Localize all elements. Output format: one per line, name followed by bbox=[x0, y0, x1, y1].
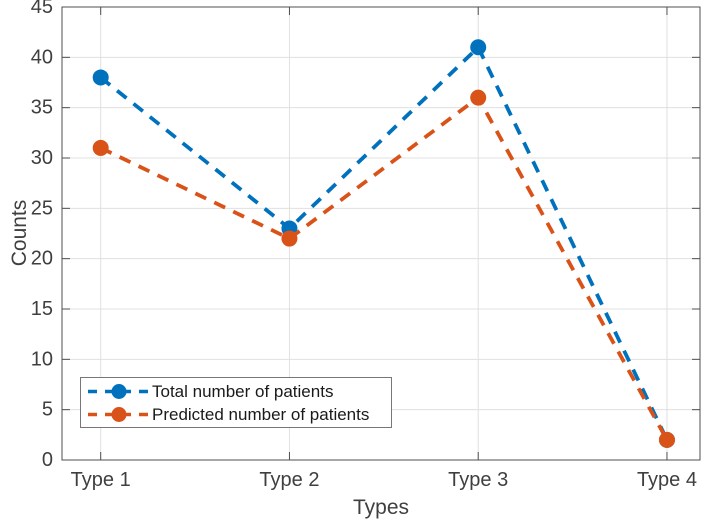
y-tick-label: 40 bbox=[31, 46, 53, 68]
y-tick-label: 0 bbox=[42, 449, 53, 471]
series-markers-1 bbox=[92, 89, 675, 448]
y-tick-label: 30 bbox=[31, 147, 53, 169]
y-axis-label: Counts bbox=[8, 200, 31, 267]
y-tick-label: 25 bbox=[31, 197, 53, 219]
data-point-marker bbox=[470, 89, 487, 106]
x-tick-label: Type 3 bbox=[448, 469, 508, 491]
data-point-marker bbox=[92, 69, 109, 86]
y-tick-label: 35 bbox=[31, 97, 53, 119]
y-tick-label: 10 bbox=[31, 348, 53, 370]
y-tick-labels: 0 5 10 15 20 25 30 35 40 45 bbox=[31, 0, 53, 471]
x-tick-label: Type 2 bbox=[259, 469, 319, 491]
legend-sample-marker bbox=[111, 407, 127, 422]
plot-border bbox=[61, 6, 701, 461]
legend: Total number of patients Predicted number… bbox=[80, 377, 392, 428]
axis-ticks bbox=[62, 6, 700, 461]
legend-box bbox=[80, 377, 392, 428]
x-axis-label: Types bbox=[353, 496, 409, 519]
legend-sample-marker bbox=[111, 384, 127, 399]
legend-item-label: Predicted number of patients bbox=[152, 405, 369, 424]
y-tick-label: 45 bbox=[31, 0, 53, 18]
series-line-0 bbox=[99, 44, 669, 441]
x-tick-label: Type 1 bbox=[71, 469, 131, 491]
x-tick-labels: Type 1 Type 2 Type 3 Type 4 bbox=[71, 469, 697, 491]
y-tick-label: 15 bbox=[31, 298, 53, 320]
data-point-marker bbox=[92, 139, 109, 156]
data-point-marker bbox=[658, 431, 675, 448]
data-point-marker bbox=[281, 230, 298, 247]
series-line-1 bbox=[99, 94, 669, 441]
y-tick-label: 5 bbox=[42, 399, 53, 421]
x-tick-label: Type 4 bbox=[637, 469, 697, 491]
legend-item-label: Total number of patients bbox=[152, 382, 333, 401]
y-tick-label: 20 bbox=[31, 248, 53, 270]
data-point-marker bbox=[470, 39, 487, 56]
